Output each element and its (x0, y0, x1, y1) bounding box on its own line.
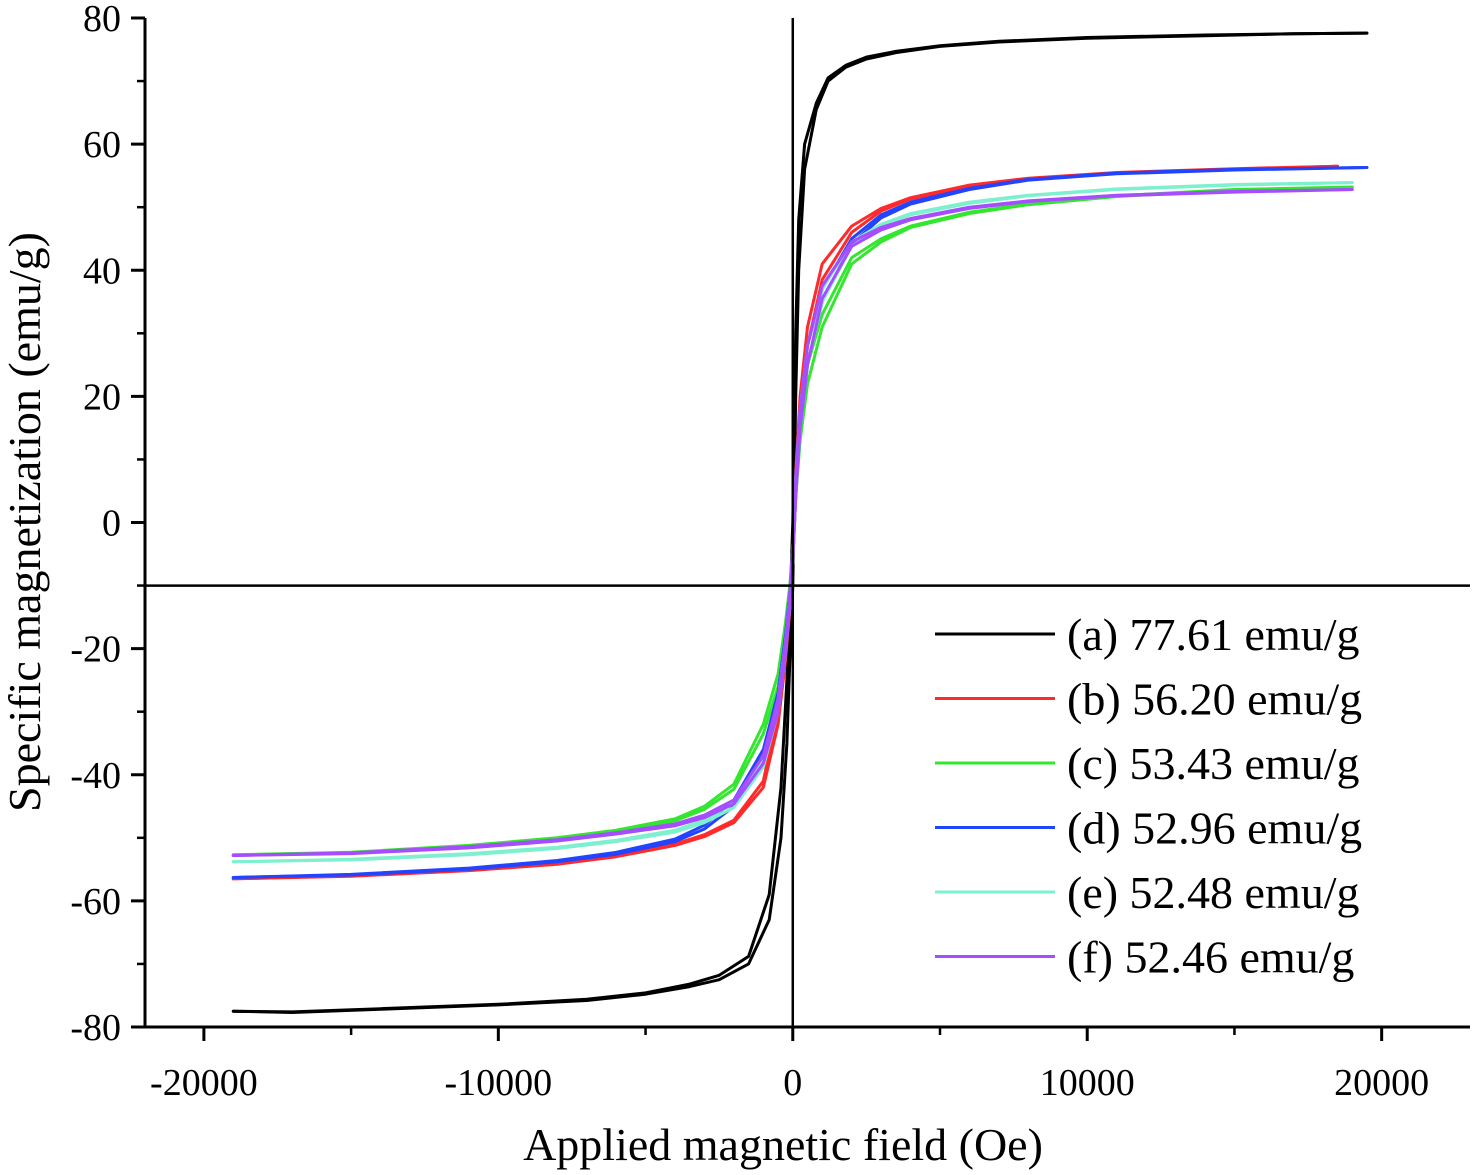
x-tick-label: 10000 (1040, 1062, 1135, 1104)
y-tick-label: 20 (83, 376, 121, 418)
legend-label-4: (e) 52.48 emu/g (1067, 867, 1360, 918)
y-tick-label: -80 (70, 1007, 121, 1049)
x-tick-label: 20000 (1334, 1062, 1429, 1104)
y-tick-label: 0 (102, 503, 121, 545)
y-tick-label: -20 (70, 629, 121, 671)
x-tick-label: 0 (783, 1062, 802, 1104)
x-tick-label: -10000 (445, 1062, 553, 1104)
legend-label-5: (f) 52.46 emu/g (1067, 932, 1354, 983)
y-tick-label: -60 (70, 881, 121, 923)
x-tick-label: -20000 (150, 1062, 258, 1104)
y-tick-label: 40 (83, 250, 121, 292)
legend-label-3: (d) 52.96 emu/g (1067, 803, 1362, 854)
y-axis-title: Specific magnetization (emu/g) (0, 232, 50, 812)
legend-label-0: (a) 77.61 emu/g (1067, 609, 1360, 660)
y-tick-label: 60 (83, 124, 121, 166)
y-tick-label: -40 (70, 755, 121, 797)
legend-label-1: (b) 56.20 emu/g (1067, 674, 1362, 725)
legend-label-2: (c) 53.43 emu/g (1067, 738, 1360, 789)
y-tick-label: 80 (83, 0, 121, 40)
series-0-down-curve (231, 31, 1369, 1014)
x-axis-title: Applied magnetic field (Oe) (523, 1119, 1043, 1170)
